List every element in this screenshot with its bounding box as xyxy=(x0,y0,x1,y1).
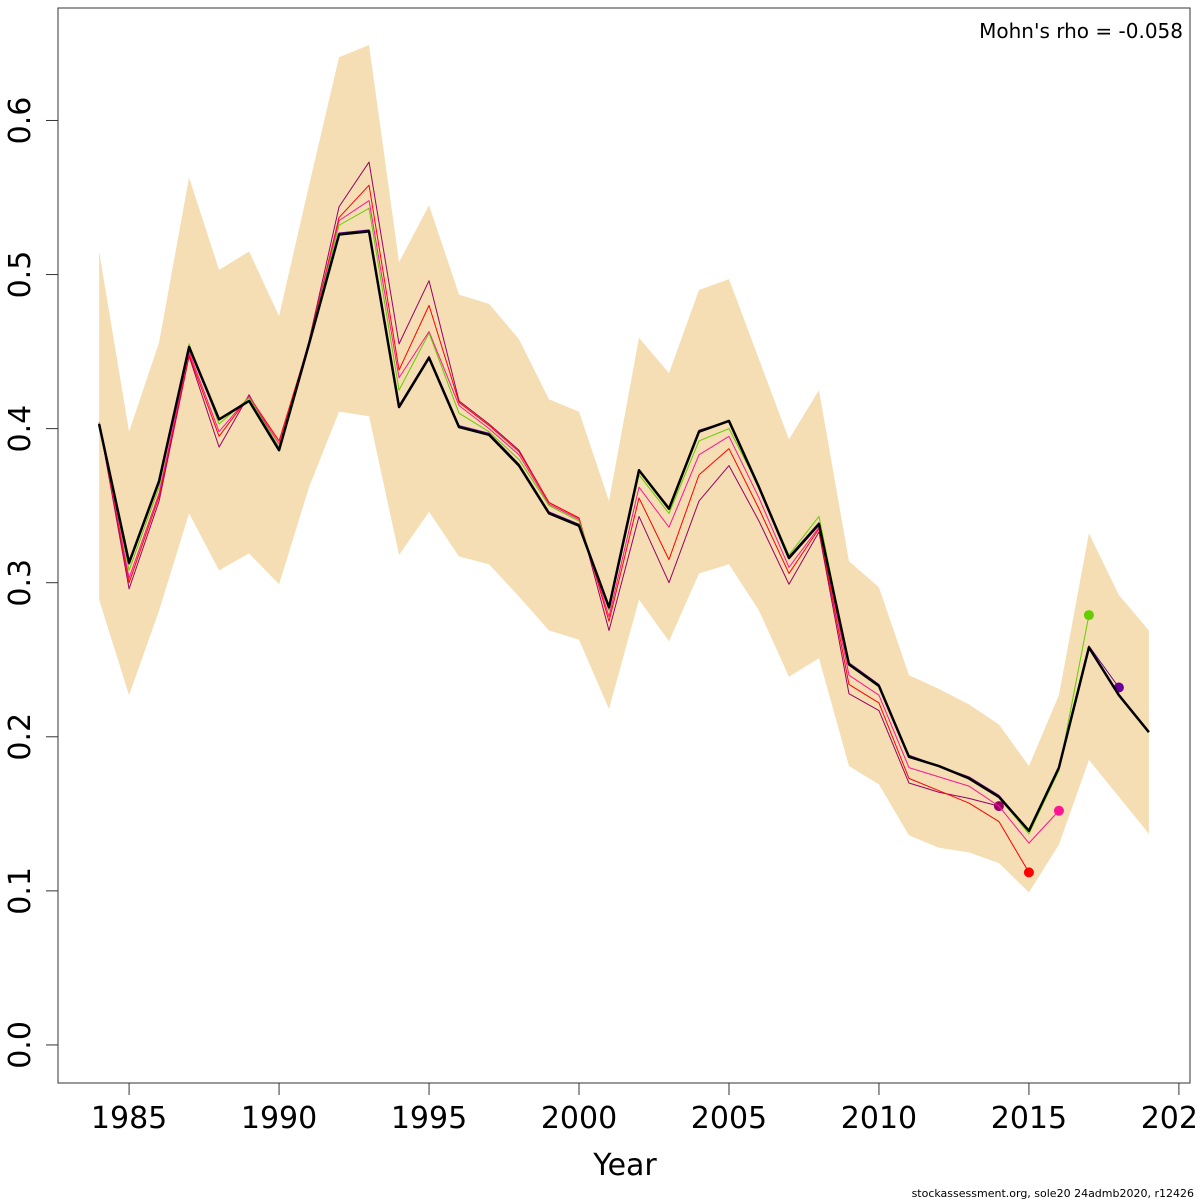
x-axis-title: Year xyxy=(592,1148,657,1183)
x-tick-label: 2010 xyxy=(841,1101,917,1136)
y-tick-label: 0.0 xyxy=(3,1021,38,1069)
footer: stockassessment.org, sole20 24admb2020, … xyxy=(912,1187,1194,1200)
end-point xyxy=(1083,610,1094,621)
x-tick-label: 1995 xyxy=(391,1101,467,1136)
annotation: Mohn's rho = -0.058 xyxy=(979,19,1183,43)
x-tick-label: 2000 xyxy=(541,1101,617,1136)
series-line xyxy=(98,200,1060,844)
y-tick-label: 0.4 xyxy=(3,405,38,453)
y-tick-label: 0.1 xyxy=(3,867,38,915)
y-tick-label: 0.3 xyxy=(3,559,38,607)
series-line xyxy=(97,230,1150,833)
y-tick-label: 0.6 xyxy=(3,97,38,145)
x-tick-label: 1990 xyxy=(241,1101,317,1136)
plot-frame xyxy=(57,7,1191,1084)
x-tick-label: 2015 xyxy=(991,1101,1067,1136)
x-tick-label: 2005 xyxy=(691,1101,767,1136)
y-tick-label: 0.2 xyxy=(3,713,38,761)
y-tick-label: 0.5 xyxy=(3,251,38,299)
confidence-band xyxy=(99,44,1149,893)
plot-area xyxy=(97,44,1150,893)
end-point xyxy=(1053,805,1064,816)
x-tick-label: 1985 xyxy=(91,1101,167,1136)
x-tick-label: 2020 xyxy=(1141,1101,1200,1136)
end-point xyxy=(1023,867,1034,878)
